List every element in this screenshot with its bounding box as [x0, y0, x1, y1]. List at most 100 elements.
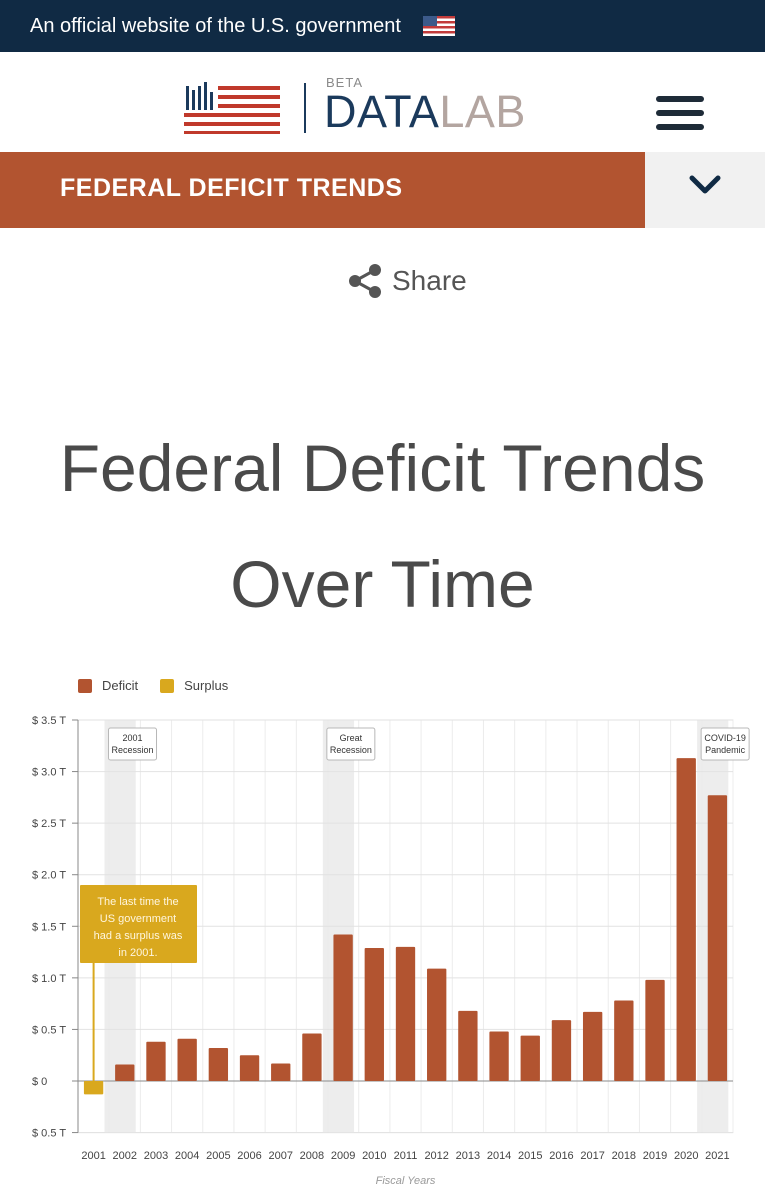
logo-data-word: DATA — [324, 86, 440, 137]
deficit-bar-2011 — [395, 946, 416, 1081]
x-tick-label: 2021 — [705, 1150, 729, 1162]
y-tick-label: $ 1.5 T — [32, 921, 66, 933]
callout-text-line: in 2001. — [118, 947, 157, 959]
annotation-text: Pandemic — [705, 745, 746, 755]
annotation-box — [108, 727, 158, 761]
x-tick-label: 2018 — [612, 1150, 636, 1162]
logo-divider — [304, 83, 306, 133]
logo-lab-word: LAB — [439, 86, 526, 137]
callout-text-line: had a surplus was — [94, 930, 183, 942]
x-tick-label: 2010 — [362, 1150, 386, 1162]
annotation-0: 2001 Recession — [108, 727, 158, 761]
datalab-logo-mark-icon — [184, 82, 280, 134]
legend-swatch-surplus — [160, 678, 175, 693]
x-tick-label: 2009 — [331, 1150, 355, 1162]
annotation-2: COVID-19 Pandemic — [700, 727, 750, 761]
section-toggle-button[interactable] — [645, 152, 765, 228]
surplus-callout: The last time the US government had a surp… — [80, 885, 197, 963]
deficit-bar-2008 — [302, 1033, 322, 1081]
x-tick-label: 2002 — [113, 1150, 137, 1162]
annotation-box — [700, 727, 750, 761]
y-tick-label: $ 3.5 T — [32, 715, 66, 727]
deficit-bar-chart: $ 3.5 T $ 3.0 T $ 2.5 T $ 2.0 T $ 1.5 T $ 1.0… — [32, 715, 750, 1187]
deficit-bar-2014 — [489, 1031, 509, 1081]
x-tick-label: 2014 — [487, 1150, 511, 1162]
callout-text: The last time the US government had a surp… — [94, 896, 183, 959]
deficit-bar-2003 — [146, 1041, 166, 1081]
us-flag-icon — [422, 16, 455, 36]
deficit-bar-2021 — [707, 795, 728, 1081]
deficit-bar-2012 — [427, 968, 447, 1081]
x-tick-label: 2012 — [424, 1150, 448, 1162]
legend-swatch-deficit — [78, 678, 92, 693]
gov-banner-text: An official website of the U.S. governme… — [30, 14, 401, 37]
logo-wordmark: BETA DATALAB — [324, 75, 526, 137]
chevron-down-icon — [689, 175, 721, 194]
y-tick-label: $ 3.0 T — [32, 767, 66, 779]
x-tick-label: 2007 — [268, 1150, 292, 1162]
y-tick-label: $ 2.0 T — [32, 870, 66, 882]
deficit-bar-2017 — [582, 1011, 603, 1081]
callout-box — [80, 885, 197, 963]
hamburger-menu-icon[interactable] — [656, 96, 704, 136]
deficit-bar-2009 — [333, 934, 353, 1081]
x-tick-label: 2001 — [81, 1150, 105, 1162]
y-tick-label: $ 0 — [32, 1076, 47, 1088]
x-tick-label: 2016 — [549, 1150, 573, 1162]
gov-banner: An official website of the U.S. governme… — [0, 0, 765, 52]
deficit-bar-2018 — [614, 1000, 634, 1081]
deficit-bar-2006 — [239, 1055, 260, 1081]
annotation-text: Great — [340, 733, 363, 743]
callout-text-line: The last time the — [97, 896, 178, 908]
deficit-bar-2019 — [645, 979, 665, 1081]
section-title: FEDERAL DEFICIT TRENDS — [60, 174, 403, 202]
deficit-bar-2007 — [271, 1063, 291, 1081]
page-title-line-1: Federal Deficit Trends — [59, 431, 706, 505]
deficit-bar-2015 — [520, 1035, 540, 1081]
deficit-bar-2010 — [364, 947, 384, 1081]
x-tick-label: 2008 — [300, 1150, 324, 1162]
annotation-box — [326, 727, 376, 761]
share-label: Share — [392, 265, 467, 296]
y-tick-label: $ 0.5 T — [32, 1024, 66, 1036]
x-tick-label: 2004 — [175, 1150, 199, 1162]
y-tick-label: $ 1.0 T — [32, 973, 66, 985]
deficit-bar-2002 — [115, 1064, 135, 1081]
x-axis-label: Fiscal Years — [376, 1175, 436, 1187]
x-tick-label: 2020 — [674, 1150, 698, 1162]
page-title-line-2: Over Time — [230, 547, 535, 621]
x-tick-label: 2011 — [394, 1150, 418, 1162]
deficit-bar-2005 — [208, 1047, 229, 1081]
annotation-text: Recession — [111, 745, 153, 755]
legend-label-surplus: Surplus — [184, 678, 229, 693]
annotation-1: Great Recession — [326, 727, 376, 761]
legend-label-deficit: Deficit — [102, 678, 139, 693]
legend-item-surplus[interactable]: Surplus — [160, 678, 228, 693]
site-header: BETA DATALAB — [0, 52, 765, 152]
x-tick-label: 2017 — [580, 1150, 604, 1162]
deficit-bar-2013 — [458, 1010, 478, 1081]
share-icon — [349, 264, 381, 298]
share-button[interactable]: Share — [346, 262, 467, 300]
deficit-bar-2016 — [551, 1020, 572, 1081]
x-tick-label: 2019 — [643, 1150, 667, 1162]
y-tick-label: $ 2.5 T — [32, 818, 66, 830]
section-bar: FEDERAL DEFICIT TRENDS — [0, 152, 765, 228]
deficit-bar-2020 — [676, 758, 696, 1081]
x-tick-label: 2005 — [206, 1150, 230, 1162]
legend-item-deficit[interactable]: Deficit — [78, 678, 138, 693]
annotation-text: COVID-19 — [704, 733, 746, 743]
datalab-logo[interactable]: BETA DATALAB — [184, 75, 526, 137]
annotation-text: 2001 — [122, 733, 142, 743]
annotation-text: Recession — [330, 745, 372, 755]
x-tick-label: 2013 — [456, 1150, 480, 1162]
y-tick-label: $ 0.5 T — [32, 1128, 66, 1140]
x-tick-label: 2015 — [518, 1150, 542, 1162]
logo-beta-label: BETA — [326, 75, 363, 90]
callout-text-line: US government — [100, 913, 176, 925]
chart-legend: Deficit Surplus — [78, 678, 250, 693]
x-tick-label: 2006 — [237, 1150, 261, 1162]
page-title: Federal Deficit Trends Over Time — [0, 410, 765, 642]
x-tick-label: 2003 — [144, 1150, 168, 1162]
deficit-bar-2004 — [177, 1038, 197, 1081]
